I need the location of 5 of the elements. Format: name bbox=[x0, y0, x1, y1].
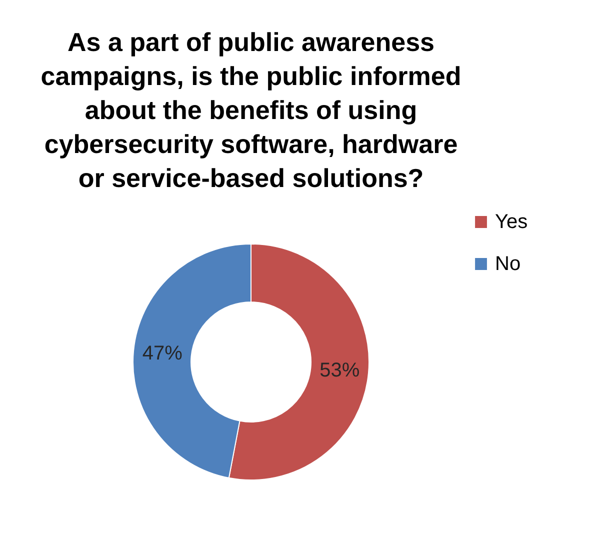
chart-title: As a part of public awareness campaigns, is the public informed about the benefits of using cybersecurity software, hardware or service-based solutions? bbox=[40, 27, 462, 193]
data-label: 47% bbox=[142, 342, 183, 365]
legend-label: No bbox=[495, 253, 521, 275]
legend-label: Yes bbox=[495, 211, 528, 233]
data-label: 53% bbox=[320, 359, 360, 382]
